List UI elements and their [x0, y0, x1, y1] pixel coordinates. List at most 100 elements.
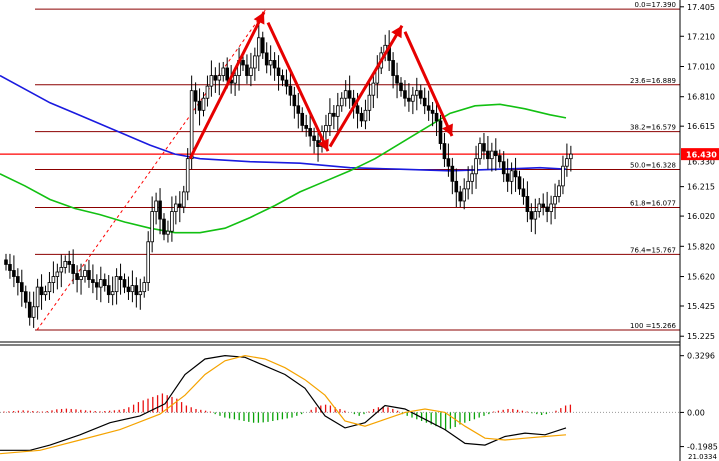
pattern-arrow [188, 11, 266, 160]
candle [470, 165, 474, 195]
fib-level-label: 76.4=15.767 [630, 246, 676, 254]
oscillator-line [0, 354, 567, 455]
price-tick-label: 15.425 [687, 302, 715, 311]
candle [517, 170, 522, 195]
candle [557, 179, 561, 203]
candle [253, 47, 257, 81]
candle [162, 213, 166, 241]
candle [296, 92, 301, 129]
price-tick-label: 17.010 [687, 62, 715, 71]
candle [142, 276, 147, 298]
candle [442, 132, 447, 167]
candle [462, 178, 466, 210]
candle [99, 266, 103, 303]
candle [328, 98, 332, 136]
candle [545, 191, 549, 223]
candle [553, 183, 557, 220]
price-tick-label: 16.615 [687, 122, 715, 131]
candle [27, 291, 32, 326]
candle [565, 143, 569, 177]
candle [181, 185, 186, 214]
candle [39, 274, 44, 310]
candle [430, 102, 435, 127]
candle [332, 105, 336, 130]
pattern-arrow [403, 31, 454, 137]
candle [276, 55, 281, 91]
price-tick-label: 16.330 [687, 158, 715, 167]
candle [126, 276, 131, 300]
candle [118, 263, 123, 295]
candle [438, 114, 443, 150]
candle [371, 74, 376, 109]
candle [458, 185, 463, 208]
moving-average-line [0, 103, 567, 234]
candle [569, 145, 573, 172]
candle [525, 181, 530, 223]
candle [312, 127, 316, 154]
candle [174, 195, 178, 225]
candle [537, 197, 542, 218]
candle [490, 142, 494, 172]
fib-level-label: 0.0=17.390 [635, 1, 677, 9]
candle [521, 178, 526, 205]
candle [284, 69, 289, 95]
candle [114, 268, 119, 305]
fib-level-label: 38.2=16.579 [630, 124, 676, 132]
price-tick-label: 16.215 [687, 183, 715, 192]
candle [95, 274, 99, 300]
candle [513, 157, 518, 192]
footer-label: 21.0334 [688, 453, 717, 461]
candle [509, 162, 514, 195]
current-price-badge: 16.430 [681, 148, 719, 161]
candle [343, 80, 348, 107]
candle [493, 138, 498, 171]
candle [75, 265, 79, 293]
candle [134, 277, 139, 308]
candle [12, 255, 16, 288]
candle [367, 80, 372, 121]
osc-tick-label: 0.00 [687, 408, 705, 417]
candle [300, 107, 305, 132]
candle [209, 60, 214, 97]
fib-level-label: 61.8=16.077 [630, 199, 676, 207]
candle [482, 132, 486, 160]
candle [288, 71, 293, 106]
candle [339, 92, 344, 112]
candle [347, 75, 352, 109]
candle [272, 52, 277, 81]
price-tick-label: 17.210 [687, 32, 715, 41]
candle [304, 114, 308, 137]
candle [158, 188, 162, 235]
candle [549, 195, 553, 225]
candle [205, 75, 210, 107]
candle [51, 261, 56, 294]
candle [23, 285, 28, 309]
candle [359, 107, 364, 127]
candle [59, 254, 64, 288]
candle [256, 24, 261, 72]
candle [102, 273, 107, 292]
candle [177, 191, 182, 223]
candle [217, 62, 222, 96]
candle [213, 67, 218, 93]
candle [505, 158, 510, 192]
candle [67, 250, 72, 273]
candle [466, 166, 470, 200]
candle [63, 255, 68, 274]
candle [280, 69, 285, 87]
price-tick-label: 15.820 [687, 242, 715, 251]
candle [249, 52, 253, 87]
price-tick-label: 16.020 [687, 212, 715, 221]
candle [241, 54, 245, 72]
candle [110, 276, 115, 306]
candle [8, 253, 12, 279]
candle [47, 272, 52, 300]
candle [391, 52, 395, 89]
candle [264, 42, 269, 74]
price-tick-label: 15.620 [687, 273, 715, 282]
candle [450, 157, 455, 195]
candle [324, 114, 328, 140]
candle [533, 198, 538, 235]
candle [268, 45, 273, 76]
candle [407, 83, 411, 112]
